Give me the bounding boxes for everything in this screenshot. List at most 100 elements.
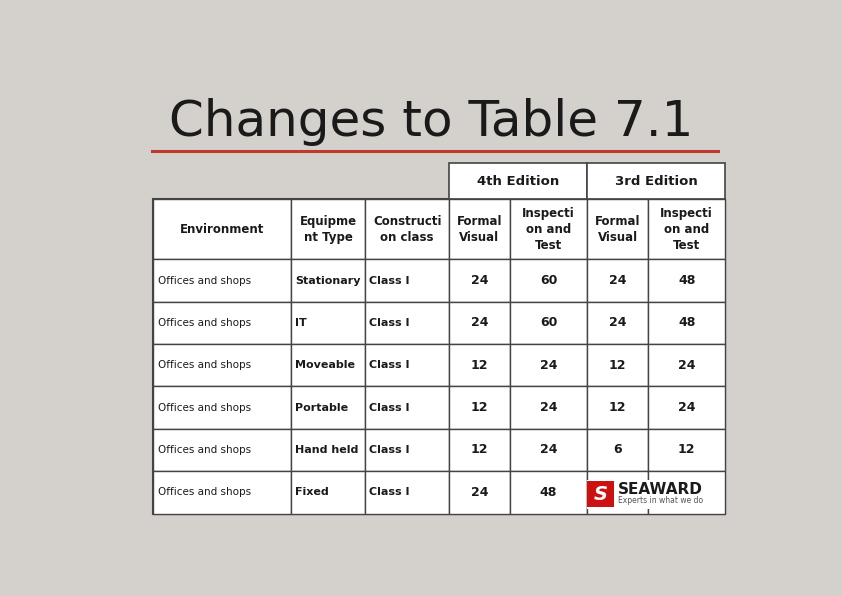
Bar: [291, 429, 365, 471]
Text: Formal
Visual: Formal Visual: [594, 215, 641, 244]
Bar: [449, 386, 510, 429]
Text: Offices and shops: Offices and shops: [158, 360, 251, 370]
Text: SEAWARD: SEAWARD: [618, 482, 703, 497]
Text: Environment: Environment: [180, 223, 264, 236]
Bar: [587, 471, 648, 514]
Text: 12: 12: [609, 359, 626, 372]
Text: 12: 12: [471, 401, 488, 414]
Bar: [291, 386, 365, 429]
Bar: [587, 386, 648, 429]
Bar: [587, 259, 648, 302]
Text: 12: 12: [609, 401, 626, 414]
Bar: [449, 471, 510, 514]
Text: 3rd Edition: 3rd Edition: [615, 175, 697, 188]
Bar: [510, 344, 587, 386]
Text: Offices and shops: Offices and shops: [158, 403, 251, 412]
Text: 24: 24: [678, 401, 695, 414]
Bar: [587, 302, 648, 344]
Bar: [449, 163, 587, 199]
Text: 24: 24: [609, 274, 626, 287]
Text: Offices and shops: Offices and shops: [158, 445, 251, 455]
Text: 24: 24: [678, 359, 695, 372]
Text: 48: 48: [678, 316, 695, 330]
Bar: [587, 344, 648, 386]
Text: Constructi
on class: Constructi on class: [373, 215, 441, 244]
Text: Offices and shops: Offices and shops: [158, 275, 251, 285]
Bar: [365, 259, 449, 302]
Text: 24: 24: [540, 443, 557, 457]
Bar: [153, 344, 291, 386]
Bar: [153, 199, 725, 514]
Text: Hand held: Hand held: [296, 445, 359, 455]
Bar: [449, 259, 510, 302]
Bar: [449, 344, 510, 386]
Text: 24: 24: [609, 316, 626, 330]
Text: 24: 24: [540, 401, 557, 414]
Bar: [291, 302, 365, 344]
Bar: [510, 259, 587, 302]
Bar: [648, 344, 725, 386]
Bar: [510, 199, 587, 259]
Text: 24: 24: [471, 316, 488, 330]
Text: Offices and shops: Offices and shops: [158, 488, 251, 497]
Bar: [291, 344, 365, 386]
Text: Fixed: Fixed: [296, 488, 329, 497]
Bar: [153, 302, 291, 344]
Text: 60: 60: [540, 274, 557, 287]
Text: 12: 12: [471, 443, 488, 457]
Bar: [153, 199, 291, 259]
Text: 48: 48: [540, 486, 557, 499]
Text: Offices and shops: Offices and shops: [158, 318, 251, 328]
Bar: [291, 471, 365, 514]
Text: Class I: Class I: [370, 488, 410, 497]
Text: 6: 6: [613, 443, 622, 457]
Bar: [510, 386, 587, 429]
Bar: [648, 471, 725, 514]
Bar: [648, 386, 725, 429]
Text: Portable: Portable: [296, 403, 349, 412]
Bar: [510, 429, 587, 471]
Bar: [588, 481, 614, 507]
Bar: [648, 199, 725, 259]
Bar: [648, 429, 725, 471]
Bar: [291, 199, 365, 259]
Text: Class I: Class I: [370, 318, 410, 328]
Bar: [587, 429, 648, 471]
Bar: [365, 429, 449, 471]
Bar: [449, 302, 510, 344]
Text: Equipme
nt Type: Equipme nt Type: [300, 215, 357, 244]
Text: Formal
Visual: Formal Visual: [456, 215, 502, 244]
Text: Moveable: Moveable: [296, 360, 355, 370]
Bar: [449, 429, 510, 471]
Bar: [648, 259, 725, 302]
Bar: [291, 259, 365, 302]
Text: 60: 60: [540, 316, 557, 330]
Text: 24: 24: [540, 359, 557, 372]
Text: Class I: Class I: [370, 275, 410, 285]
Bar: [153, 429, 291, 471]
Bar: [449, 199, 510, 259]
Bar: [365, 199, 449, 259]
Bar: [153, 386, 291, 429]
Text: 12: 12: [471, 359, 488, 372]
Text: Experts in what we do: Experts in what we do: [618, 496, 703, 505]
Bar: [648, 302, 725, 344]
Bar: [587, 163, 725, 199]
Text: 24: 24: [471, 486, 488, 499]
Text: Inspecti
on and
Test: Inspecti on and Test: [660, 207, 713, 252]
Bar: [365, 386, 449, 429]
Bar: [510, 302, 587, 344]
Text: 4th Edition: 4th Edition: [477, 175, 559, 188]
Text: IT: IT: [296, 318, 307, 328]
Bar: [365, 302, 449, 344]
Text: Changes to Table 7.1: Changes to Table 7.1: [169, 98, 694, 147]
Text: Stationary: Stationary: [296, 275, 361, 285]
Bar: [365, 471, 449, 514]
Bar: [153, 471, 291, 514]
Bar: [510, 471, 587, 514]
Bar: [365, 344, 449, 386]
Bar: [153, 259, 291, 302]
Text: Class I: Class I: [370, 445, 410, 455]
Text: Inspecti
on and
Test: Inspecti on and Test: [522, 207, 575, 252]
Bar: [587, 199, 648, 259]
